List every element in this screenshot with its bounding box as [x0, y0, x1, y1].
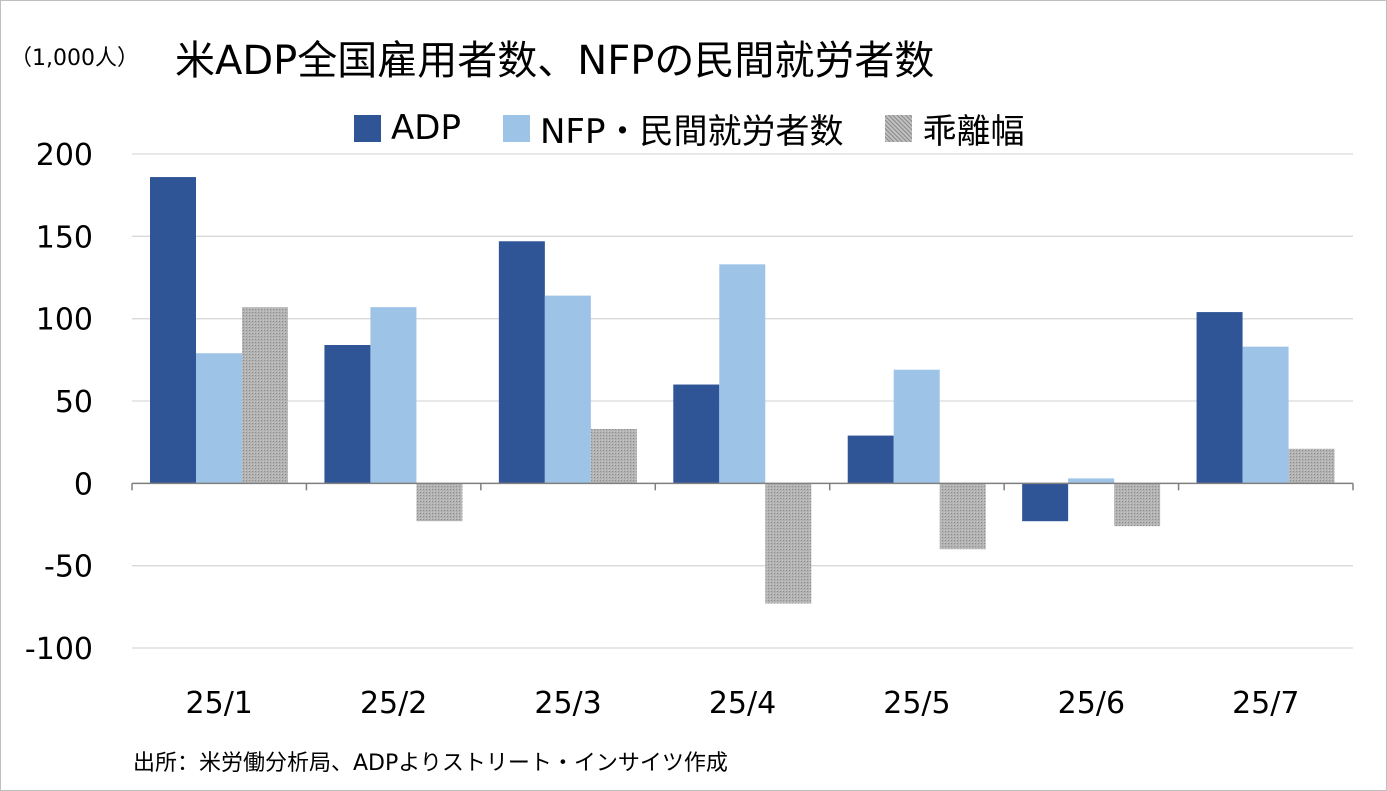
bar-adp-25-1: [150, 177, 196, 484]
y-tick-label: 50: [55, 385, 93, 420]
x-tick-label: 25/4: [709, 686, 776, 721]
bar-adp-25-7: [1196, 312, 1243, 484]
bar-gap-25-4: [765, 483, 812, 604]
x-tick-label: 25/3: [534, 686, 601, 721]
legend-swatch-nfp: [502, 114, 530, 142]
legend-item-adp: ADP: [354, 108, 461, 148]
y-unit-label: （1,000人）: [10, 46, 139, 71]
legend-swatch-adp: [354, 114, 381, 142]
y-tick-label: 0: [74, 467, 93, 502]
bar-gap-25-6: [1114, 483, 1161, 527]
y-tick-label: -100: [25, 632, 93, 667]
bar-adp-25-5: [847, 435, 894, 484]
x-tick-label: 25/1: [186, 686, 253, 721]
legend-label-gap: 乖離幅: [922, 111, 1025, 152]
x-tick-label: 25/5: [883, 686, 950, 721]
x-tick-label: 25/2: [360, 686, 427, 721]
bar-adp-25-4: [673, 384, 720, 484]
bar-adp-25-6: [1022, 483, 1069, 522]
bar-nfp-25-1: [196, 353, 242, 484]
bar-nfp-25-7: [1242, 346, 1289, 484]
bars: [150, 177, 1335, 604]
bar-nfp-25-2: [370, 307, 417, 484]
y-tick-label: 150: [36, 220, 93, 255]
legend: ADP NFP・民間就労者数 乖離幅: [354, 104, 1024, 153]
x-axis: [131, 482, 1354, 491]
tick-labels: 200 150 100 50 0 -50 -100 25/1 25/2 25/3 25/4 25/5 2…: [25, 138, 1300, 721]
bar-gap-25-2: [416, 483, 463, 522]
legend-label-adp: ADP: [391, 108, 461, 148]
bar-nfp-25-4: [719, 264, 766, 484]
bar-adp-25-2: [324, 345, 371, 484]
legend-label-nfp: NFP・民間就労者数: [539, 111, 844, 152]
x-tick-label: 25/7: [1232, 686, 1299, 721]
bar-adp-25-3: [498, 241, 545, 484]
x-tick-label: 25/6: [1058, 686, 1125, 721]
bar-gap-25-5: [939, 483, 986, 550]
chart-title: 米ADP全国雇用者数、NFPの民間就労者数: [175, 38, 935, 84]
y-tick-label: -50: [44, 550, 93, 585]
bar-nfp-25-6: [1068, 478, 1115, 484]
bar-nfp-25-5: [893, 369, 940, 484]
bar-gap-25-7: [1288, 448, 1335, 484]
legend-item-nfp: NFP・民間就労者数: [502, 104, 844, 153]
legend-swatch-gap: [885, 114, 913, 142]
y-tick-label: 200: [36, 138, 93, 173]
bar-gap-25-1: [242, 307, 288, 484]
bar-gap-25-3: [590, 428, 637, 484]
bar-nfp-25-3: [544, 295, 591, 484]
source-note: 出所：米労働分析局、ADPよりストリート・インサイツ作成: [133, 751, 728, 776]
y-tick-label: 100: [36, 303, 93, 338]
legend-item-gap: 乖離幅: [885, 104, 1024, 153]
